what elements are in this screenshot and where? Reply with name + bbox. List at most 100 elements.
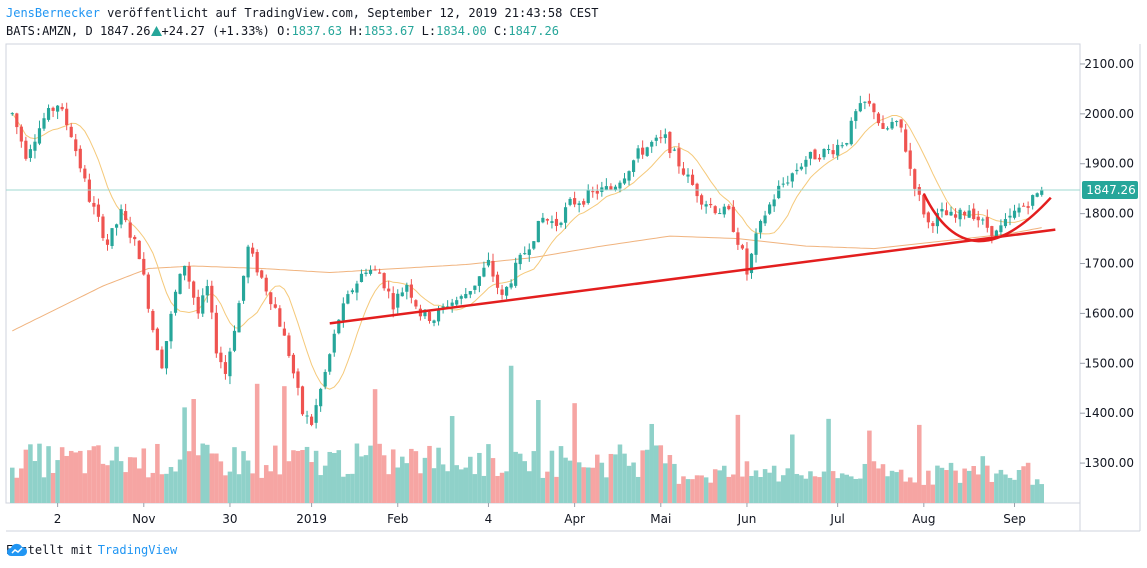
- candle-body: [432, 320, 436, 323]
- candle: [332, 329, 336, 357]
- volume-bar: [826, 418, 831, 503]
- volume-bar: [100, 463, 106, 503]
- candle-body: [124, 211, 128, 221]
- volume-bar: [948, 462, 954, 503]
- candle: [432, 319, 436, 327]
- volume-bar: [762, 469, 768, 503]
- candle-body: [826, 149, 831, 151]
- candle-body: [24, 140, 28, 159]
- candle: [192, 280, 196, 305]
- volume-bar: [295, 450, 301, 503]
- volume-bar: [994, 473, 999, 503]
- candle-body: [713, 206, 717, 214]
- created-with-text: Erstellt mit: [6, 543, 93, 557]
- candle-body: [1026, 206, 1030, 208]
- volume-bar: [939, 467, 945, 503]
- candle: [604, 178, 608, 191]
- volume-bar: [449, 416, 455, 503]
- candle-body: [677, 148, 681, 167]
- candle: [836, 139, 840, 160]
- candle: [319, 387, 323, 412]
- candle-body: [672, 149, 676, 151]
- last-price: 1847.26: [99, 24, 151, 38]
- candle-body: [709, 203, 713, 206]
- candle-body: [749, 253, 754, 274]
- candle-body: [917, 187, 921, 195]
- candle-body: [545, 219, 549, 221]
- volume-bar: [381, 455, 387, 503]
- candle: [378, 268, 382, 274]
- ma-20-line: [11, 112, 1043, 390]
- candle-body: [405, 285, 409, 292]
- candle-body: [876, 113, 881, 124]
- candle-body: [96, 204, 101, 217]
- candle-body: [768, 204, 772, 214]
- volume-bar: [758, 477, 763, 503]
- x-tick-label: 30: [222, 512, 237, 526]
- volume-bar: [590, 467, 596, 503]
- candle-body: [858, 103, 862, 112]
- candle: [885, 126, 890, 131]
- candle: [368, 265, 373, 276]
- candle-body: [78, 148, 82, 169]
- volume-bar: [64, 455, 69, 503]
- candle-body: [609, 186, 613, 190]
- volume-bar: [998, 469, 1004, 503]
- volume-bar: [127, 457, 133, 503]
- candle: [536, 220, 540, 243]
- candle-body: [953, 214, 958, 218]
- volume-bar: [168, 467, 174, 503]
- candle-body: [56, 105, 60, 112]
- candle-body: [736, 232, 740, 245]
- volume-bar: [753, 470, 759, 503]
- volume-bar: [118, 461, 124, 503]
- volume-bar: [37, 443, 42, 503]
- candle-body: [491, 260, 495, 277]
- volume-bar: [418, 473, 423, 503]
- volume-bar: [626, 465, 632, 503]
- open-label: O:: [277, 24, 292, 38]
- candle: [722, 203, 726, 218]
- x-tick-label: 4: [485, 512, 493, 526]
- candle-body: [700, 195, 704, 205]
- candle: [74, 133, 78, 157]
- candle-body: [1022, 205, 1026, 207]
- volume-bar: [785, 468, 791, 503]
- candle: [296, 368, 300, 396]
- volume-bar: [649, 423, 654, 503]
- tradingview-brand[interactable]: TradingView: [97, 543, 178, 557]
- volume-bars: [10, 365, 1044, 503]
- candle: [314, 398, 318, 429]
- candle-body: [74, 139, 78, 152]
- candle: [305, 410, 309, 424]
- candle-body: [731, 206, 735, 232]
- candle: [681, 162, 686, 176]
- volume-bar: [236, 474, 242, 503]
- candle: [160, 346, 164, 370]
- candle: [142, 252, 146, 276]
- candle: [1035, 192, 1039, 198]
- volume-bar: [740, 476, 745, 503]
- header-line-2: BATS:AMZN, D 1847.26 +24.27 (+1.33%) O:18…: [6, 24, 559, 38]
- volume-bar: [363, 455, 369, 503]
- volume-bar: [87, 450, 92, 503]
- candle-body: [178, 273, 182, 294]
- candle-body: [83, 168, 87, 179]
- candle: [541, 212, 545, 224]
- candle-body: [33, 141, 37, 151]
- candle: [563, 202, 568, 229]
- candle: [577, 200, 581, 213]
- candle: [495, 271, 500, 295]
- candle: [876, 111, 881, 126]
- candle-body: [831, 150, 835, 155]
- candle: [46, 104, 51, 122]
- author-link[interactable]: JensBernecker: [6, 6, 100, 20]
- volume-bar: [799, 475, 804, 503]
- volume-bar: [218, 461, 224, 503]
- candle: [60, 103, 64, 112]
- candle: [854, 108, 858, 129]
- candle-body: [436, 309, 441, 322]
- volume-bar: [794, 473, 800, 503]
- volume-bar: [241, 451, 246, 503]
